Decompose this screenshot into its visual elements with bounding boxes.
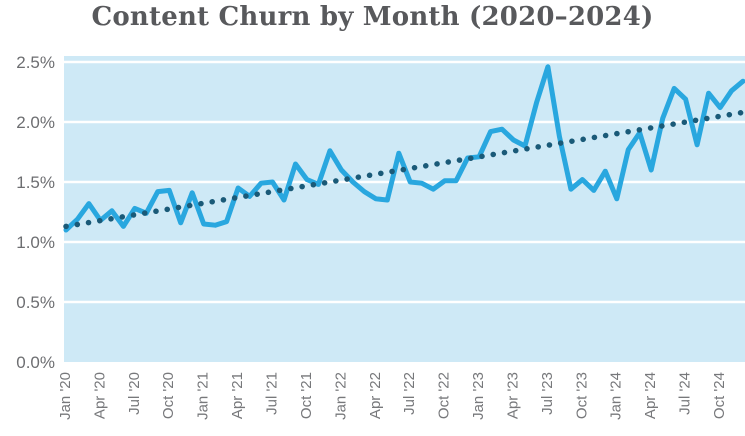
x-tick-label: Oct '20 xyxy=(160,372,177,419)
x-tick-label: Apr '22 xyxy=(367,372,384,419)
x-tick-label: Jul '23 xyxy=(539,372,556,415)
x-tick-label: Jan '22 xyxy=(332,372,349,420)
chart-svg: 0.0% 0.5% 1.0% 1.5% 2.0% 2.5% Jan '20 Apr '20 Ju… xyxy=(16,56,745,420)
x-tick-label: Jan '24 xyxy=(608,372,625,420)
y-tick-label: 2.5% xyxy=(16,56,55,72)
x-tick-label: Apr '23 xyxy=(504,372,521,419)
x-tick-label: Jul '20 xyxy=(126,372,143,415)
chart-area: 0.0% 0.5% 1.0% 1.5% 2.0% 2.5% Jan '20 Apr '20 Ju… xyxy=(0,56,745,436)
x-tick-label: Jul '21 xyxy=(264,372,281,415)
x-tick-label: Apr '20 xyxy=(91,372,108,419)
x-tick-label: Oct '23 xyxy=(573,372,590,419)
x-tick-label: Apr '21 xyxy=(229,372,246,419)
y-tick-label: 0.0% xyxy=(16,353,55,372)
x-tick-label: Oct '22 xyxy=(436,372,453,419)
x-tick-label: Jan '23 xyxy=(470,372,487,420)
x-tick-label: Jul '24 xyxy=(677,372,694,415)
x-tick-label: Oct '24 xyxy=(711,372,728,419)
x-tick-label: Jan '20 xyxy=(57,372,74,420)
x-tick-label: Oct '21 xyxy=(298,372,315,419)
x-tick-label: Jul '22 xyxy=(401,372,418,415)
trend-line xyxy=(63,109,745,230)
y-tick-label: 1.0% xyxy=(16,233,55,252)
y-tick-label: 2.0% xyxy=(16,113,55,132)
x-tick-label: Apr '24 xyxy=(642,372,659,419)
chart-title: Content Churn by Month (2020–2024) xyxy=(91,2,654,32)
y-tick-label: 1.5% xyxy=(16,173,55,192)
x-tick-label: Jan '21 xyxy=(195,372,212,420)
y-tick-label: 0.5% xyxy=(16,293,55,312)
